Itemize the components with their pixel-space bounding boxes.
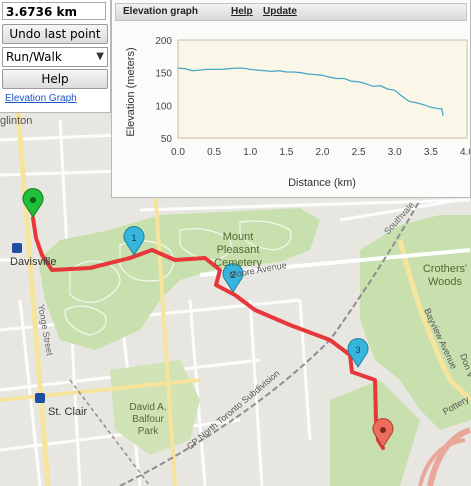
y-tick-label: 50	[161, 134, 173, 145]
chevron-down-icon: ▼	[96, 51, 104, 62]
elevation-panel-title: Elevation graph	[123, 6, 199, 17]
control-panel: 3.6736 km Undo last point Run/Walk ▼ Hel…	[0, 0, 111, 113]
map-label-davisville: Davisville	[10, 256, 56, 268]
x-tick-label: 4.0	[460, 147, 470, 158]
waypoint-marker-3-label: 3	[355, 345, 360, 355]
y-tick-label: 150	[155, 69, 172, 80]
x-tick-label: 0.0	[171, 147, 185, 158]
map-label-balfour-3: Park	[138, 426, 160, 437]
map-label-mount: Mount	[223, 231, 254, 243]
x-tick-label: 2.0	[316, 147, 330, 158]
help-button[interactable]: Help	[2, 69, 108, 89]
map-label-st-clair: St. Clair	[48, 406, 87, 418]
elevation-graph-link[interactable]: Elevation Graph	[5, 93, 77, 104]
map-label-woods: Woods	[428, 276, 463, 288]
undo-last-point-button[interactable]: Undo last point	[2, 24, 108, 44]
x-tick-label: 3.5	[424, 147, 438, 158]
elevation-series-line	[177, 67, 444, 116]
distance-display: 3.6736 km	[2, 2, 106, 20]
x-tick-label: 1.5	[279, 147, 293, 158]
start-marker[interactable]	[22, 188, 44, 218]
activity-mode-value: Run/Walk	[6, 50, 62, 64]
waypoint-marker-2-label: 2	[230, 270, 235, 280]
y-tick-label: 100	[155, 101, 172, 112]
elevation-help-link[interactable]: Help	[231, 6, 253, 17]
route-line	[31, 216, 385, 450]
elevation-panel: Elevation graph Help Update 50 100 150 200 …	[111, 0, 471, 198]
map-label-cemetery: Cemetery	[214, 257, 262, 269]
x-tick-label: 3.0	[388, 147, 402, 158]
activity-mode-select[interactable]: Run/Walk ▼	[2, 47, 108, 67]
y-axis-label: Elevation (meters)	[125, 47, 137, 136]
waypoint-marker-1-label: 1	[131, 233, 136, 243]
x-axis-label: Distance (km)	[288, 177, 356, 189]
subway-station-icon	[12, 243, 22, 253]
map-label-eglinton: glinton	[0, 115, 32, 127]
park-crothers	[360, 215, 471, 430]
map-label-crothers: Crothers'	[423, 263, 467, 275]
road-bayview	[397, 239, 471, 402]
waypoint-marker-1[interactable]: 1	[123, 226, 145, 256]
x-tick-label: 1.0	[243, 147, 257, 158]
x-tick-label: 0.5	[207, 147, 221, 158]
map-label-pleasant: Pleasant	[217, 244, 260, 256]
map-label-balfour-1: David A.	[129, 402, 166, 413]
x-tick-label: 2.5	[352, 147, 366, 158]
road-yonge	[15, 111, 51, 486]
chart-plot-area	[177, 39, 468, 139]
waypoint-marker-3[interactable]: 3	[347, 338, 369, 368]
elevation-update-link[interactable]: Update	[263, 6, 297, 17]
railway-cp	[119, 199, 421, 486]
elevation-panel-header: Elevation graph Help Update	[115, 3, 467, 21]
y-tick-label: 200	[155, 36, 172, 47]
end-marker[interactable]	[372, 418, 394, 448]
subway-station-icon	[35, 393, 45, 403]
map-label-balfour-2: Balfour	[132, 414, 164, 425]
waypoint-marker-2[interactable]: 2	[222, 263, 244, 293]
